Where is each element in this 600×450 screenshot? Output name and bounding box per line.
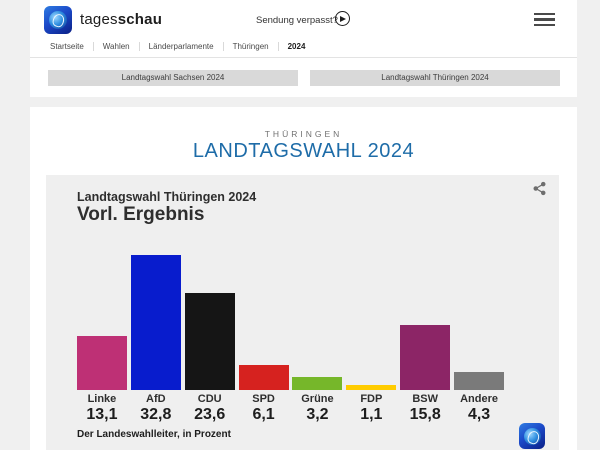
- sendung-verpasst-link[interactable]: Sendung verpasst?: [256, 15, 338, 26]
- bar-grüne[interactable]: [292, 377, 343, 390]
- brand-regular: tages: [80, 11, 118, 28]
- bar-andere[interactable]: [454, 372, 505, 390]
- bar-column-linke[interactable]: Linke 13,1: [75, 248, 129, 424]
- share-icon[interactable]: [532, 181, 547, 196]
- tagesschau-logo-icon[interactable]: [44, 6, 72, 34]
- tagesschau-watermark-icon: [519, 423, 545, 449]
- bar-column-andere[interactable]: Andere 4,3: [452, 248, 506, 424]
- bar-spd[interactable]: [238, 365, 289, 390]
- hamburger-menu-icon[interactable]: [534, 13, 555, 27]
- bar-column-grüne[interactable]: Grüne 3,2: [291, 248, 345, 424]
- tab-landtagswahl-sachsen-2024[interactable]: Landtagswahl Sachsen 2024: [48, 70, 298, 86]
- play-triangle-icon: [340, 15, 347, 22]
- chart-subtitle: Landtagswahl Thüringen 2024: [77, 190, 257, 204]
- brand-bold: schau: [117, 11, 163, 28]
- party-label: Linke: [87, 393, 117, 405]
- breadcrumb-2024[interactable]: 2024: [287, 42, 306, 51]
- tab-landtagswahl-thueringen-2024[interactable]: Landtagswahl Thüringen 2024: [310, 70, 560, 86]
- party-value: 13,1: [86, 406, 118, 423]
- election-tabs: Landtagswahl Sachsen 2024 Landtagswahl T…: [48, 70, 560, 86]
- region-kicker: THÜRINGEN: [264, 129, 343, 139]
- bar-fdp[interactable]: [346, 385, 397, 390]
- bar-linke[interactable]: [76, 336, 127, 390]
- party-label: FDP: [360, 393, 383, 405]
- results-chart-card: Landtagswahl Thüringen 2024 Vorl. Ergebn…: [46, 175, 559, 450]
- party-value: 6,1: [252, 406, 275, 423]
- party-value: 1,1: [360, 406, 383, 423]
- party-label: CDU: [197, 393, 222, 405]
- bar-column-afd[interactable]: AfD 32,8: [129, 248, 183, 424]
- party-label: BSW: [412, 393, 439, 405]
- bar-column-spd[interactable]: SPD 6,1: [237, 248, 291, 424]
- party-value: 4,3: [467, 406, 491, 423]
- party-label: SPD: [252, 393, 275, 405]
- globe-icon: [523, 427, 541, 445]
- brand-wordmark[interactable]: tagesschau: [80, 11, 162, 28]
- party-value: 3,2: [306, 406, 329, 423]
- breadcrumb-divider: [30, 57, 577, 58]
- breadcrumb-startseite[interactable]: Startseite: [50, 42, 94, 51]
- party-value: 15,8: [409, 406, 441, 423]
- play-circle-icon[interactable]: [335, 11, 350, 26]
- bar-column-cdu[interactable]: CDU 23,6: [183, 248, 237, 424]
- bar-bsw[interactable]: [400, 325, 451, 390]
- page-title: LANDTAGSWAHL 2024: [192, 140, 415, 162]
- breadcrumb-wahlen[interactable]: Wahlen: [94, 42, 140, 51]
- main-content: THÜRINGEN LANDTAGSWAHL 2024 Landtagswahl…: [30, 107, 577, 450]
- globe-icon: [49, 11, 67, 29]
- party-label: Andere: [460, 393, 499, 405]
- breadcrumb-thueringen[interactable]: Thüringen: [224, 42, 279, 51]
- party-value: 32,8: [140, 406, 172, 423]
- party-label: AfD: [146, 393, 166, 405]
- header: tagesschau Sendung verpasst? Startseite …: [30, 0, 577, 97]
- party-value: 23,6: [194, 406, 226, 423]
- chart-source: Der Landeswahlleiter, in Prozent: [77, 429, 231, 440]
- breadcrumb: Startseite Wahlen Länderparlamente Thüri…: [50, 42, 314, 51]
- party-label: Grüne: [301, 393, 334, 405]
- bar-column-bsw[interactable]: BSW 15,8: [398, 248, 452, 424]
- bar-cdu[interactable]: [184, 293, 235, 390]
- breadcrumb-laenderparlamente[interactable]: Länderparlamente: [140, 42, 224, 51]
- bar-afd[interactable]: [130, 255, 181, 390]
- bar-chart: Linke 13,1 AfD 32,8 CDU 23,6 SPD 6,1 Grüne 3,2 FDP…: [75, 248, 506, 424]
- chart-title: Vorl. Ergebnis: [77, 204, 205, 225]
- bar-column-fdp[interactable]: FDP 1,1: [344, 248, 398, 424]
